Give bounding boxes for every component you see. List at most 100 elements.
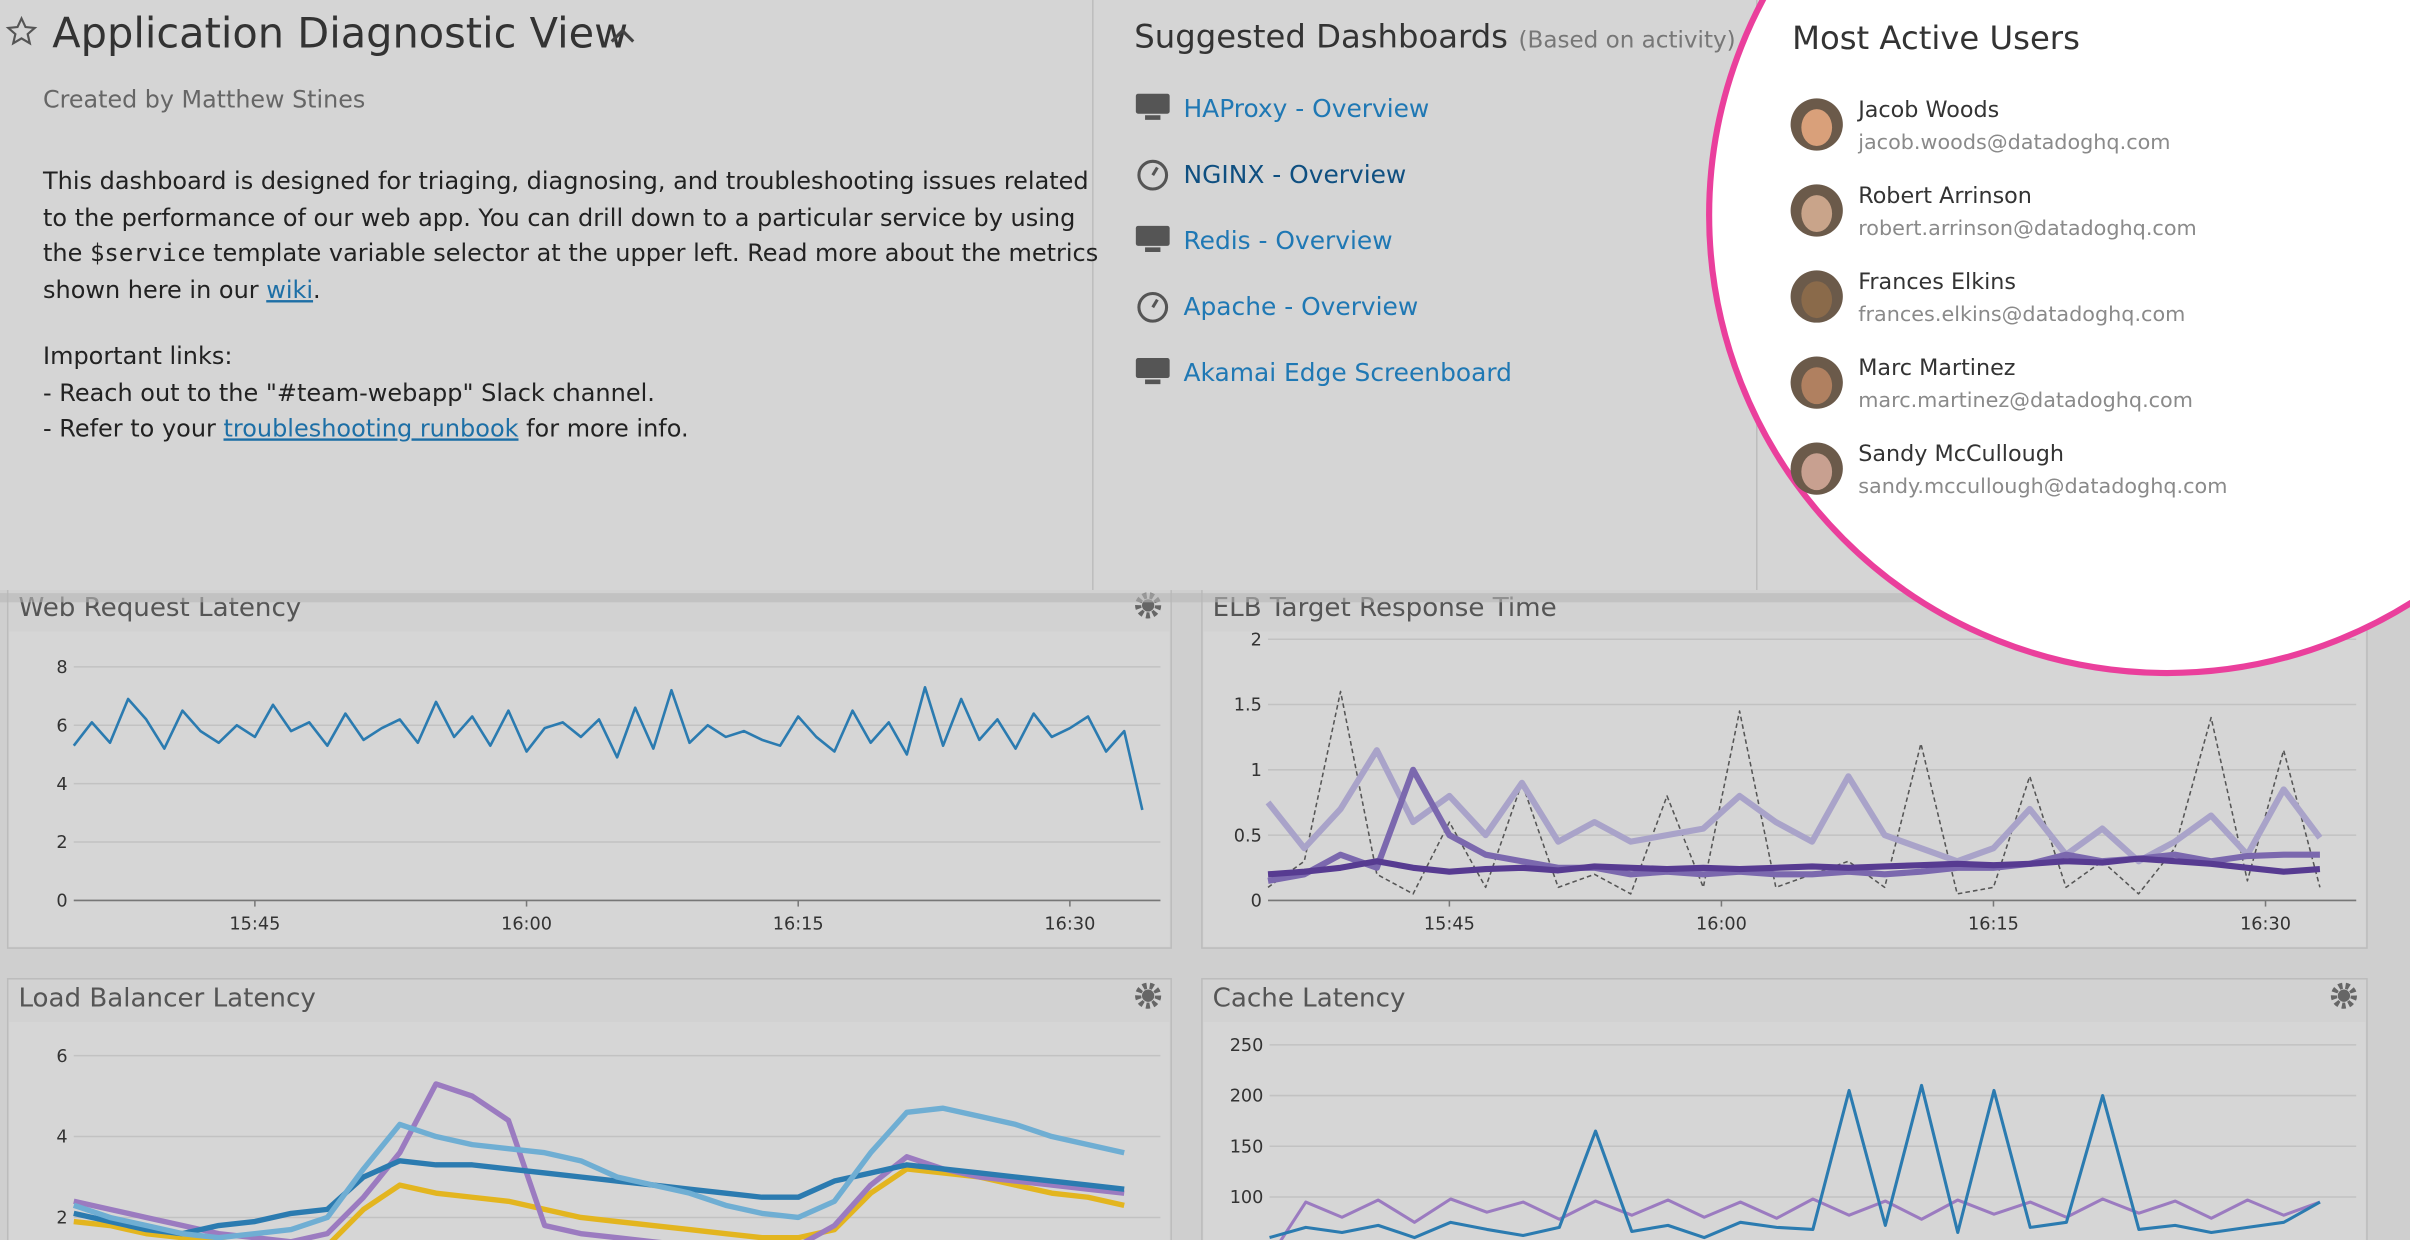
gear-icon[interactable]: [2337, 989, 2351, 1002]
user-email: jacob.woods@datadoghq.com: [1857, 130, 2170, 154]
collapse-icon[interactable]: [610, 28, 635, 43]
user-name: Jacob Woods: [1856, 97, 1999, 123]
x-tick-label: 16:15: [1968, 915, 2019, 935]
timer-icon: [1137, 159, 1169, 191]
gear-icon[interactable]: [1135, 982, 1162, 1009]
plot-bg: [9, 631, 1170, 947]
y-tick-label: 4: [56, 775, 67, 795]
timer-icon: [1151, 298, 1159, 309]
x-tick-label: 15:45: [1424, 915, 1475, 935]
screen-icon: [1145, 379, 1161, 385]
y-tick-label: 0: [1251, 892, 1262, 912]
gear-icon[interactable]: [1141, 989, 1155, 1002]
timer-icon: [1137, 291, 1169, 323]
y-tick-label: 250: [1230, 1036, 1264, 1056]
y-tick-label: 1: [1251, 761, 1262, 781]
text: .: [313, 276, 321, 304]
x-tick-label: 16:15: [773, 915, 824, 935]
chart-widget: Load Balancer Latency 2 4 6: [6, 978, 1172, 1240]
screen-icon: [1135, 93, 1170, 114]
user-name: Sandy McCullough: [1858, 441, 2064, 467]
users-list: Jacob Woods jacob.woods@datadoghq.com Robe…: [1790, 97, 2227, 498]
series-line: [72, 1105, 1125, 1240]
avatar: [1801, 281, 1833, 319]
y-tick-label: 6: [56, 716, 67, 736]
suggested-list: HAProxy - Overview NGINX - Overview Redis …: [1135, 93, 1512, 387]
dashboard-link[interactable]: Apache - Overview: [1183, 292, 1418, 321]
wiki-link[interactable]: wiki: [266, 276, 313, 304]
text: the: [43, 239, 90, 267]
dashboard-link[interactable]: HAProxy - Overview: [1183, 94, 1429, 123]
suggested-title: Suggested Dashboards: [1134, 18, 1508, 56]
description-line: to the performance of our web app. You c…: [43, 204, 1075, 232]
description-line: the $service template variable selector …: [43, 239, 1098, 267]
timer-icon: [1151, 166, 1159, 176]
user-name: Marc Martinez: [1858, 355, 2015, 381]
screen-icon: [1135, 225, 1170, 246]
y-tick-label: 2: [56, 833, 67, 853]
links-heading: Important links:: [43, 342, 232, 370]
screen-icon: [1145, 115, 1161, 120]
users-title: Most Active Users: [1792, 19, 2080, 57]
screen-icon: [1135, 358, 1170, 378]
y-tick-label: 8: [56, 658, 67, 678]
runbook-link[interactable]: troubleshooting runbook: [224, 414, 519, 442]
avatar: [1801, 453, 1833, 491]
x-tick-label: 16:30: [1044, 915, 1095, 935]
text: for more info.: [519, 414, 689, 442]
user-name: Robert Arrinson: [1858, 183, 2032, 209]
dashboard-link[interactable]: NGINX - Overview: [1183, 160, 1406, 189]
x-tick-label: 16:00: [1696, 915, 1747, 935]
y-tick-label: 200: [1230, 1087, 1264, 1107]
widget-title: Load Balancer Latency: [18, 983, 315, 1013]
user-email: marc.martinez@datadoghq.com: [1858, 388, 2193, 412]
chart-widget: Cache Latency 100 150 200 250: [1201, 978, 2368, 1240]
gear-icon[interactable]: [2330, 982, 2357, 1009]
gear-icon[interactable]: [1135, 592, 1162, 619]
widget-title: Cache Latency: [1213, 983, 1406, 1013]
text: - Refer to your: [43, 414, 223, 442]
created-by: Created by Matthew Stines: [43, 86, 365, 114]
avatar: [1801, 109, 1833, 146]
gear-icon[interactable]: [1141, 599, 1155, 612]
user-email: robert.arrinson@datadoghq.com: [1858, 216, 2197, 240]
series-line: [1279, 1197, 2321, 1240]
series-line: [72, 685, 1144, 811]
text: template variable selector at the upper …: [205, 239, 1098, 267]
y-tick-label: 100: [1230, 1188, 1264, 1208]
series-line: [1267, 855, 2321, 878]
user-email: frances.elkins@datadoghq.com: [1858, 302, 2185, 326]
x-tick-label: 16:30: [2240, 915, 2291, 935]
star-icon[interactable]: [5, 15, 38, 46]
panel-shadow: [0, 593, 2410, 603]
avatar: [1801, 195, 1833, 233]
screen-icon: [1145, 247, 1161, 252]
y-tick-label: 6: [56, 1047, 67, 1067]
code: $service: [90, 239, 205, 267]
dashboard-link[interactable]: Akamai Edge Screenboard: [1183, 358, 1511, 387]
avatar: [1801, 367, 1833, 405]
y-tick-label: 4: [56, 1128, 67, 1148]
link-line: - Reach out to the "#team-webapp" Slack …: [43, 379, 655, 407]
description-line: This dashboard is designed for triaging,…: [42, 167, 1089, 195]
series-line: [1267, 690, 2321, 895]
dashboard-title: Application Diagnostic View: [52, 9, 628, 58]
y-tick-label: 0: [56, 892, 67, 912]
series-line: [73, 1158, 1125, 1237]
y-tick-label: 150: [1230, 1137, 1264, 1157]
text: shown here in our: [43, 276, 266, 304]
y-tick-label: 2: [56, 1209, 67, 1229]
user-name: Frances Elkins: [1858, 269, 2016, 295]
y-tick-label: 2: [1251, 630, 1262, 650]
dashboard-link[interactable]: Redis - Overview: [1183, 226, 1392, 255]
link-line: - Refer to your troubleshooting runbook …: [43, 414, 689, 442]
y-tick-label: 0.5: [1234, 826, 1262, 846]
series-line: [1269, 1083, 2321, 1240]
x-tick-label: 16:00: [501, 915, 552, 935]
y-tick-label: 1.5: [1234, 696, 1262, 716]
highlight-circle: [1706, 0, 2410, 676]
plot-bg: [1203, 631, 2366, 947]
